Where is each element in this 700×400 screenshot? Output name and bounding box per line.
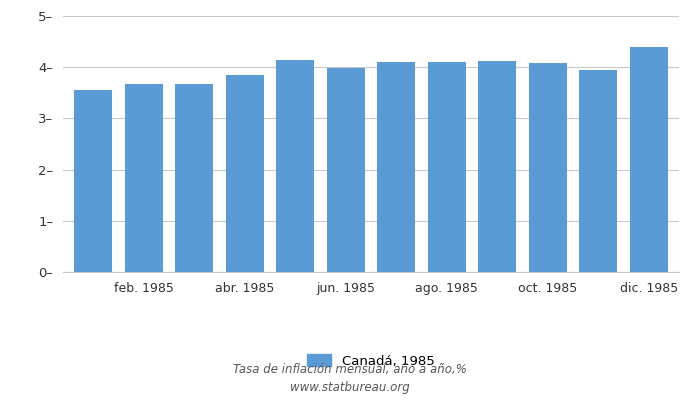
Legend: Canadá, 1985: Canadá, 1985 bbox=[302, 349, 440, 373]
Bar bbox=[580, 70, 617, 272]
Bar bbox=[276, 60, 314, 272]
Bar bbox=[528, 63, 567, 272]
Bar bbox=[74, 90, 112, 272]
Bar bbox=[630, 47, 668, 272]
Bar bbox=[226, 75, 264, 272]
Bar bbox=[175, 84, 214, 272]
Bar bbox=[125, 84, 162, 272]
Bar bbox=[377, 62, 415, 272]
Text: Tasa de inflación mensual, año a año,%: Tasa de inflación mensual, año a año,% bbox=[233, 364, 467, 376]
Bar bbox=[327, 68, 365, 272]
Bar bbox=[428, 62, 466, 272]
Text: www.statbureau.org: www.statbureau.org bbox=[290, 382, 410, 394]
Bar bbox=[478, 61, 516, 272]
